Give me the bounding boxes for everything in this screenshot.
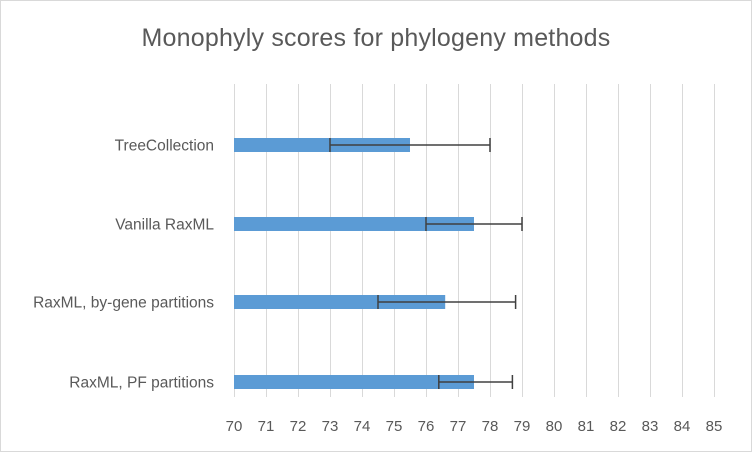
x-tick-label-72: 72: [290, 418, 307, 435]
x-axis-tick-labels: 70 71 72 73 74 75 76 77 78 79 80 81 82 83 84 85: [226, 418, 723, 435]
x-tick-label-76: 76: [418, 418, 435, 435]
x-tick-label-73: 73: [322, 418, 339, 435]
chart-title: Monophyly scores for phylogeny methods: [141, 24, 611, 52]
error-bar-treecollection: [329, 138, 491, 152]
x-tick-label-71: 71: [258, 418, 275, 435]
category-label-vanilla-raxml: Vanilla RaxML: [115, 217, 214, 234]
category-label-raxml-pf-partitions: RaxML, PF partitions: [69, 375, 214, 392]
bar-vanilla-raxml: [234, 217, 474, 231]
error-bar-vanilla-raxml: [425, 217, 523, 231]
x-tick-label-84: 84: [674, 418, 691, 435]
bars: [234, 138, 474, 389]
x-tick-label-70: 70: [226, 418, 243, 435]
x-tick-label-83: 83: [642, 418, 659, 435]
bar-treecollection: [234, 138, 410, 152]
gridlines: [234, 84, 715, 397]
bar-raxml-pf-partitions: [234, 375, 474, 389]
x-tick-label-75: 75: [386, 418, 403, 435]
y-axis-category-labels: TreeCollection Vanilla RaxML RaxML, by-gen…: [33, 138, 214, 392]
x-tick-label-81: 81: [578, 418, 595, 435]
category-label-treecollection: TreeCollection: [115, 138, 214, 155]
bar-raxml-by-gene-partitions: [234, 295, 446, 309]
x-tick-label-78: 78: [482, 418, 499, 435]
x-tick-label-79: 79: [514, 418, 531, 435]
x-tick-label-74: 74: [354, 418, 371, 435]
error-bar-raxml-pf-partitions: [438, 375, 514, 389]
error-bar-raxml-by-gene-partitions: [377, 295, 517, 309]
x-tick-label-82: 82: [610, 418, 627, 435]
error-bars: [329, 138, 523, 389]
x-tick-label-80: 80: [546, 418, 563, 435]
category-label-raxml-by-gene-partitions: RaxML, by-gene partitions: [33, 295, 214, 312]
x-tick-label-77: 77: [450, 418, 467, 435]
x-tick-label-85: 85: [706, 418, 723, 435]
